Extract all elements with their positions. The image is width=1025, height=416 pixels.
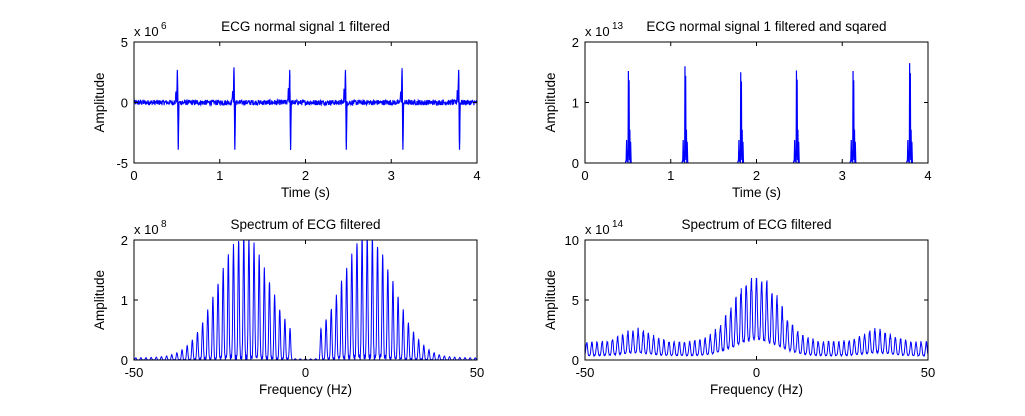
x-tick-label: 1	[216, 168, 223, 183]
x-tick-label: 3	[388, 168, 395, 183]
y-tick-label: 0	[121, 96, 128, 111]
x-tick-label: -50	[576, 365, 595, 380]
y-axis-label: Amplitude	[92, 72, 107, 132]
x-axis-label: Frequency (Hz)	[259, 382, 352, 397]
y-tick-label: 1	[572, 96, 579, 111]
y-exponent-power: 13	[612, 21, 624, 32]
x-tick-label: 50	[470, 365, 484, 380]
x-axis-label: Frequency (Hz)	[710, 382, 803, 397]
x-tick-label: 2	[302, 168, 309, 183]
y-axis-label: Amplitude	[543, 270, 558, 330]
x-tick-label: 1	[667, 168, 674, 183]
y-tick-label: 0	[572, 353, 579, 368]
chart-title: Spectrum of ECG filtered	[230, 217, 380, 232]
chart-title: ECG normal signal 1 filtered	[221, 19, 390, 34]
x-tick-label: 4	[924, 168, 931, 183]
x-tick-label: 0	[302, 365, 309, 380]
y-tick-label: 2	[572, 35, 579, 50]
y-tick-label: 5	[121, 35, 128, 50]
x-tick-label: 0	[753, 365, 760, 380]
y-tick-label: 2	[121, 233, 128, 248]
y-tick-label: 5	[572, 293, 579, 308]
chart-title: Spectrum of ECG filtered	[681, 217, 831, 232]
y-axis-label: Amplitude	[92, 270, 107, 330]
series-line	[585, 277, 928, 358]
y-exponent-base: x 10	[585, 222, 610, 237]
chart-2: 0 1 2 3 4 0 1 2 x 10 13 ECG normal signal 1 filter…	[543, 19, 932, 200]
y-tick-label: 0	[121, 353, 128, 368]
x-axis-label: Time (s)	[281, 185, 330, 200]
y-exponent-power: 8	[161, 219, 167, 230]
y-tick-label: -5	[116, 156, 128, 171]
x-tick-label: 3	[839, 168, 846, 183]
series-line	[134, 67, 477, 151]
chart-title: ECG normal signal 1 filtered and sqared	[646, 19, 886, 34]
y-tick-label: 1	[121, 293, 128, 308]
x-axis-label: Time (s)	[732, 185, 781, 200]
x-tick-label: 4	[473, 168, 480, 183]
squared-beat-spikes	[624, 63, 914, 163]
x-tick-label: -50	[125, 365, 144, 380]
y-exponent-base: x 10	[585, 24, 610, 39]
y-tick-label: 10	[565, 233, 579, 248]
y-exponent-base: x 10	[134, 222, 159, 237]
x-tick-label: 0	[581, 168, 588, 183]
y-tick-label: 0	[572, 156, 579, 171]
y-exponent-power: 14	[612, 219, 624, 230]
y-exponent-base: x 10	[134, 24, 159, 39]
x-tick-label: 50	[921, 365, 935, 380]
y-exponent-power: 6	[161, 21, 167, 32]
x-tick-label: 0	[130, 168, 137, 183]
x-tick-label: 2	[753, 168, 760, 183]
y-axis-label: Amplitude	[543, 72, 558, 132]
